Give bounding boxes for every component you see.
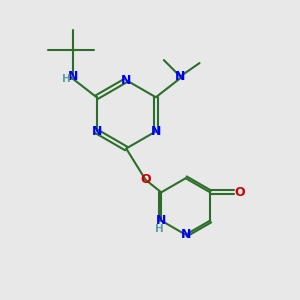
Text: O: O <box>140 173 151 186</box>
Text: N: N <box>68 70 79 83</box>
Text: N: N <box>175 70 185 83</box>
Text: H: H <box>62 74 71 84</box>
Text: H: H <box>155 224 164 234</box>
Text: N: N <box>151 125 161 138</box>
Text: N: N <box>156 214 166 227</box>
Text: N: N <box>92 125 102 138</box>
Text: N: N <box>181 228 191 241</box>
Text: O: O <box>234 186 244 199</box>
Text: N: N <box>121 74 131 87</box>
